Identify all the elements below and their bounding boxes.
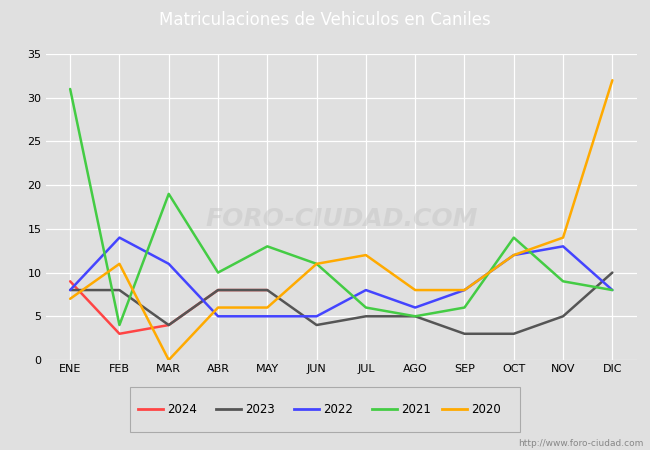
Text: 2021: 2021 — [401, 403, 431, 416]
Text: Matriculaciones de Vehiculos en Caniles: Matriculaciones de Vehiculos en Caniles — [159, 11, 491, 29]
Text: 2020: 2020 — [471, 403, 501, 416]
Text: 2022: 2022 — [323, 403, 353, 416]
Text: FORO-CIUDAD.COM: FORO-CIUDAD.COM — [205, 207, 478, 231]
Text: 2023: 2023 — [245, 403, 275, 416]
Text: 2024: 2024 — [167, 403, 197, 416]
Text: http://www.foro-ciudad.com: http://www.foro-ciudad.com — [518, 439, 644, 448]
